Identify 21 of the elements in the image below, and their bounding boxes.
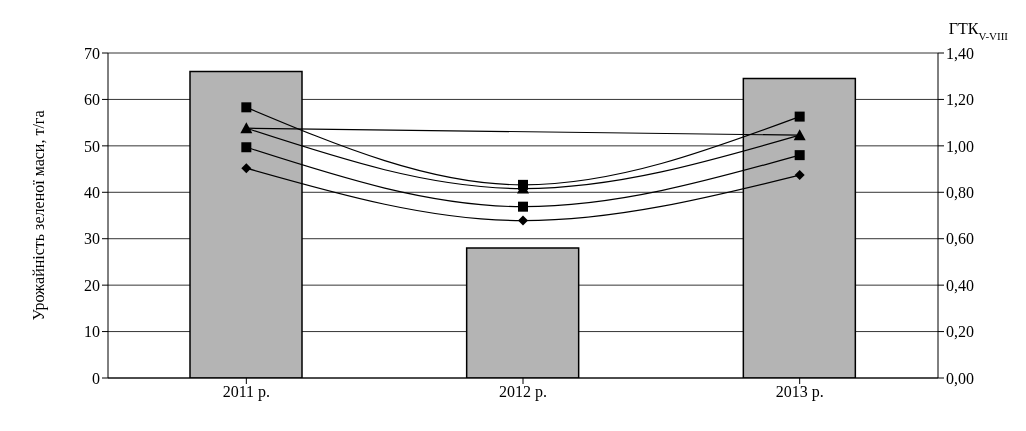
y2-tick-label: 0,60 (946, 230, 974, 248)
y2-tick-label: 0,20 (946, 323, 974, 341)
y2-tick-label: 0,80 (946, 183, 974, 201)
x-tick-label: 2013 р. (775, 383, 824, 402)
y-tick-label: 20 (84, 276, 100, 294)
y2-tick-label: 1,40 (946, 44, 974, 62)
y-axis-title: Урожайність зеленої маси, т/га (29, 110, 48, 321)
x-tick-label: 2012 р. (499, 383, 547, 402)
y2-tick-label: 1,20 (946, 91, 974, 109)
y-tick-label: 10 (84, 323, 100, 341)
x-tick-label: 2011 р. (222, 383, 271, 402)
y2-tick-label: 0,00 (946, 369, 974, 387)
y-tick-label: 30 (84, 230, 100, 248)
y2-tick-label: 1,00 (946, 137, 974, 155)
y2-tick-label: 0,40 (946, 276, 974, 294)
y2-axis-title: ГТК$_{V-VIII}$ (948, 20, 1009, 42)
y-tick-label: 60 (84, 91, 100, 109)
y-tick-label: 0 (92, 369, 100, 387)
y-tick-label: 40 (84, 183, 100, 201)
y-tick-label: 70 (84, 44, 100, 62)
y-tick-label: 50 (84, 137, 100, 155)
